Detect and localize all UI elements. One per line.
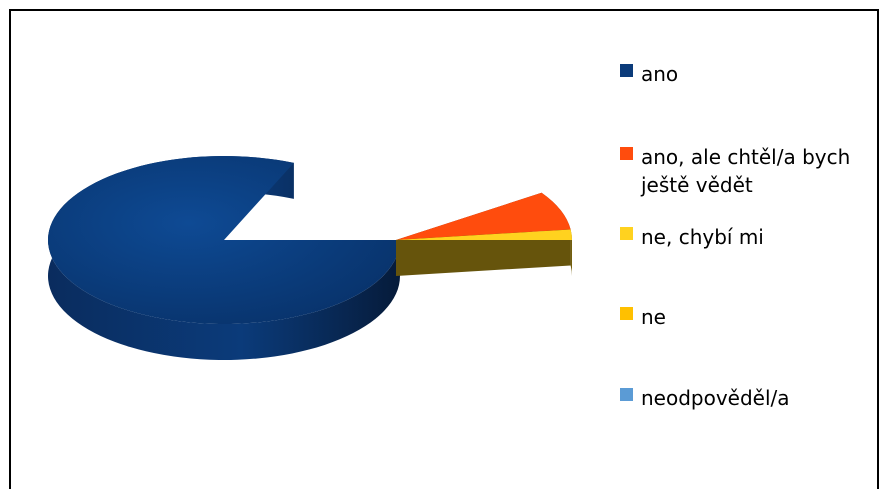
pie-slice-0 [47,156,400,360]
pie-slice-side-2 [570,229,572,276]
legend-item-ne: ne [620,303,881,331]
legend-item-ne-chybi: ne, chybí mi [620,223,881,251]
legend-swatch-ne-chybi [620,227,633,240]
pie-slice-2 [396,229,572,276]
legend-label-ne: ne [641,305,666,329]
legend-swatch-ano [620,64,633,77]
pie-slice-top-2 [396,229,572,240]
legend-label-ano-ale: ano, ale chtěl/a bych ještě vědět [641,145,851,197]
legend-item-ano-ale: ano, ale chtěl/a bych ještě vědět [620,143,881,199]
legend-swatch-ano-ale [620,147,633,160]
legend-swatch-neodpovedel [620,388,633,401]
legend-label-ne-chybi: ne, chybí mi [641,225,764,249]
legend-item-neodpovedel: neodpověděl/a [620,384,881,412]
legend-swatch-ne [620,307,633,320]
legend-label-neodpovedel: neodpověděl/a [641,386,790,410]
legend-item-ano: ano [620,60,881,88]
pie-slice-top-0 [47,156,400,324]
pie-slice-top-1 [396,192,571,240]
legend-label-ano: ano [641,62,679,86]
